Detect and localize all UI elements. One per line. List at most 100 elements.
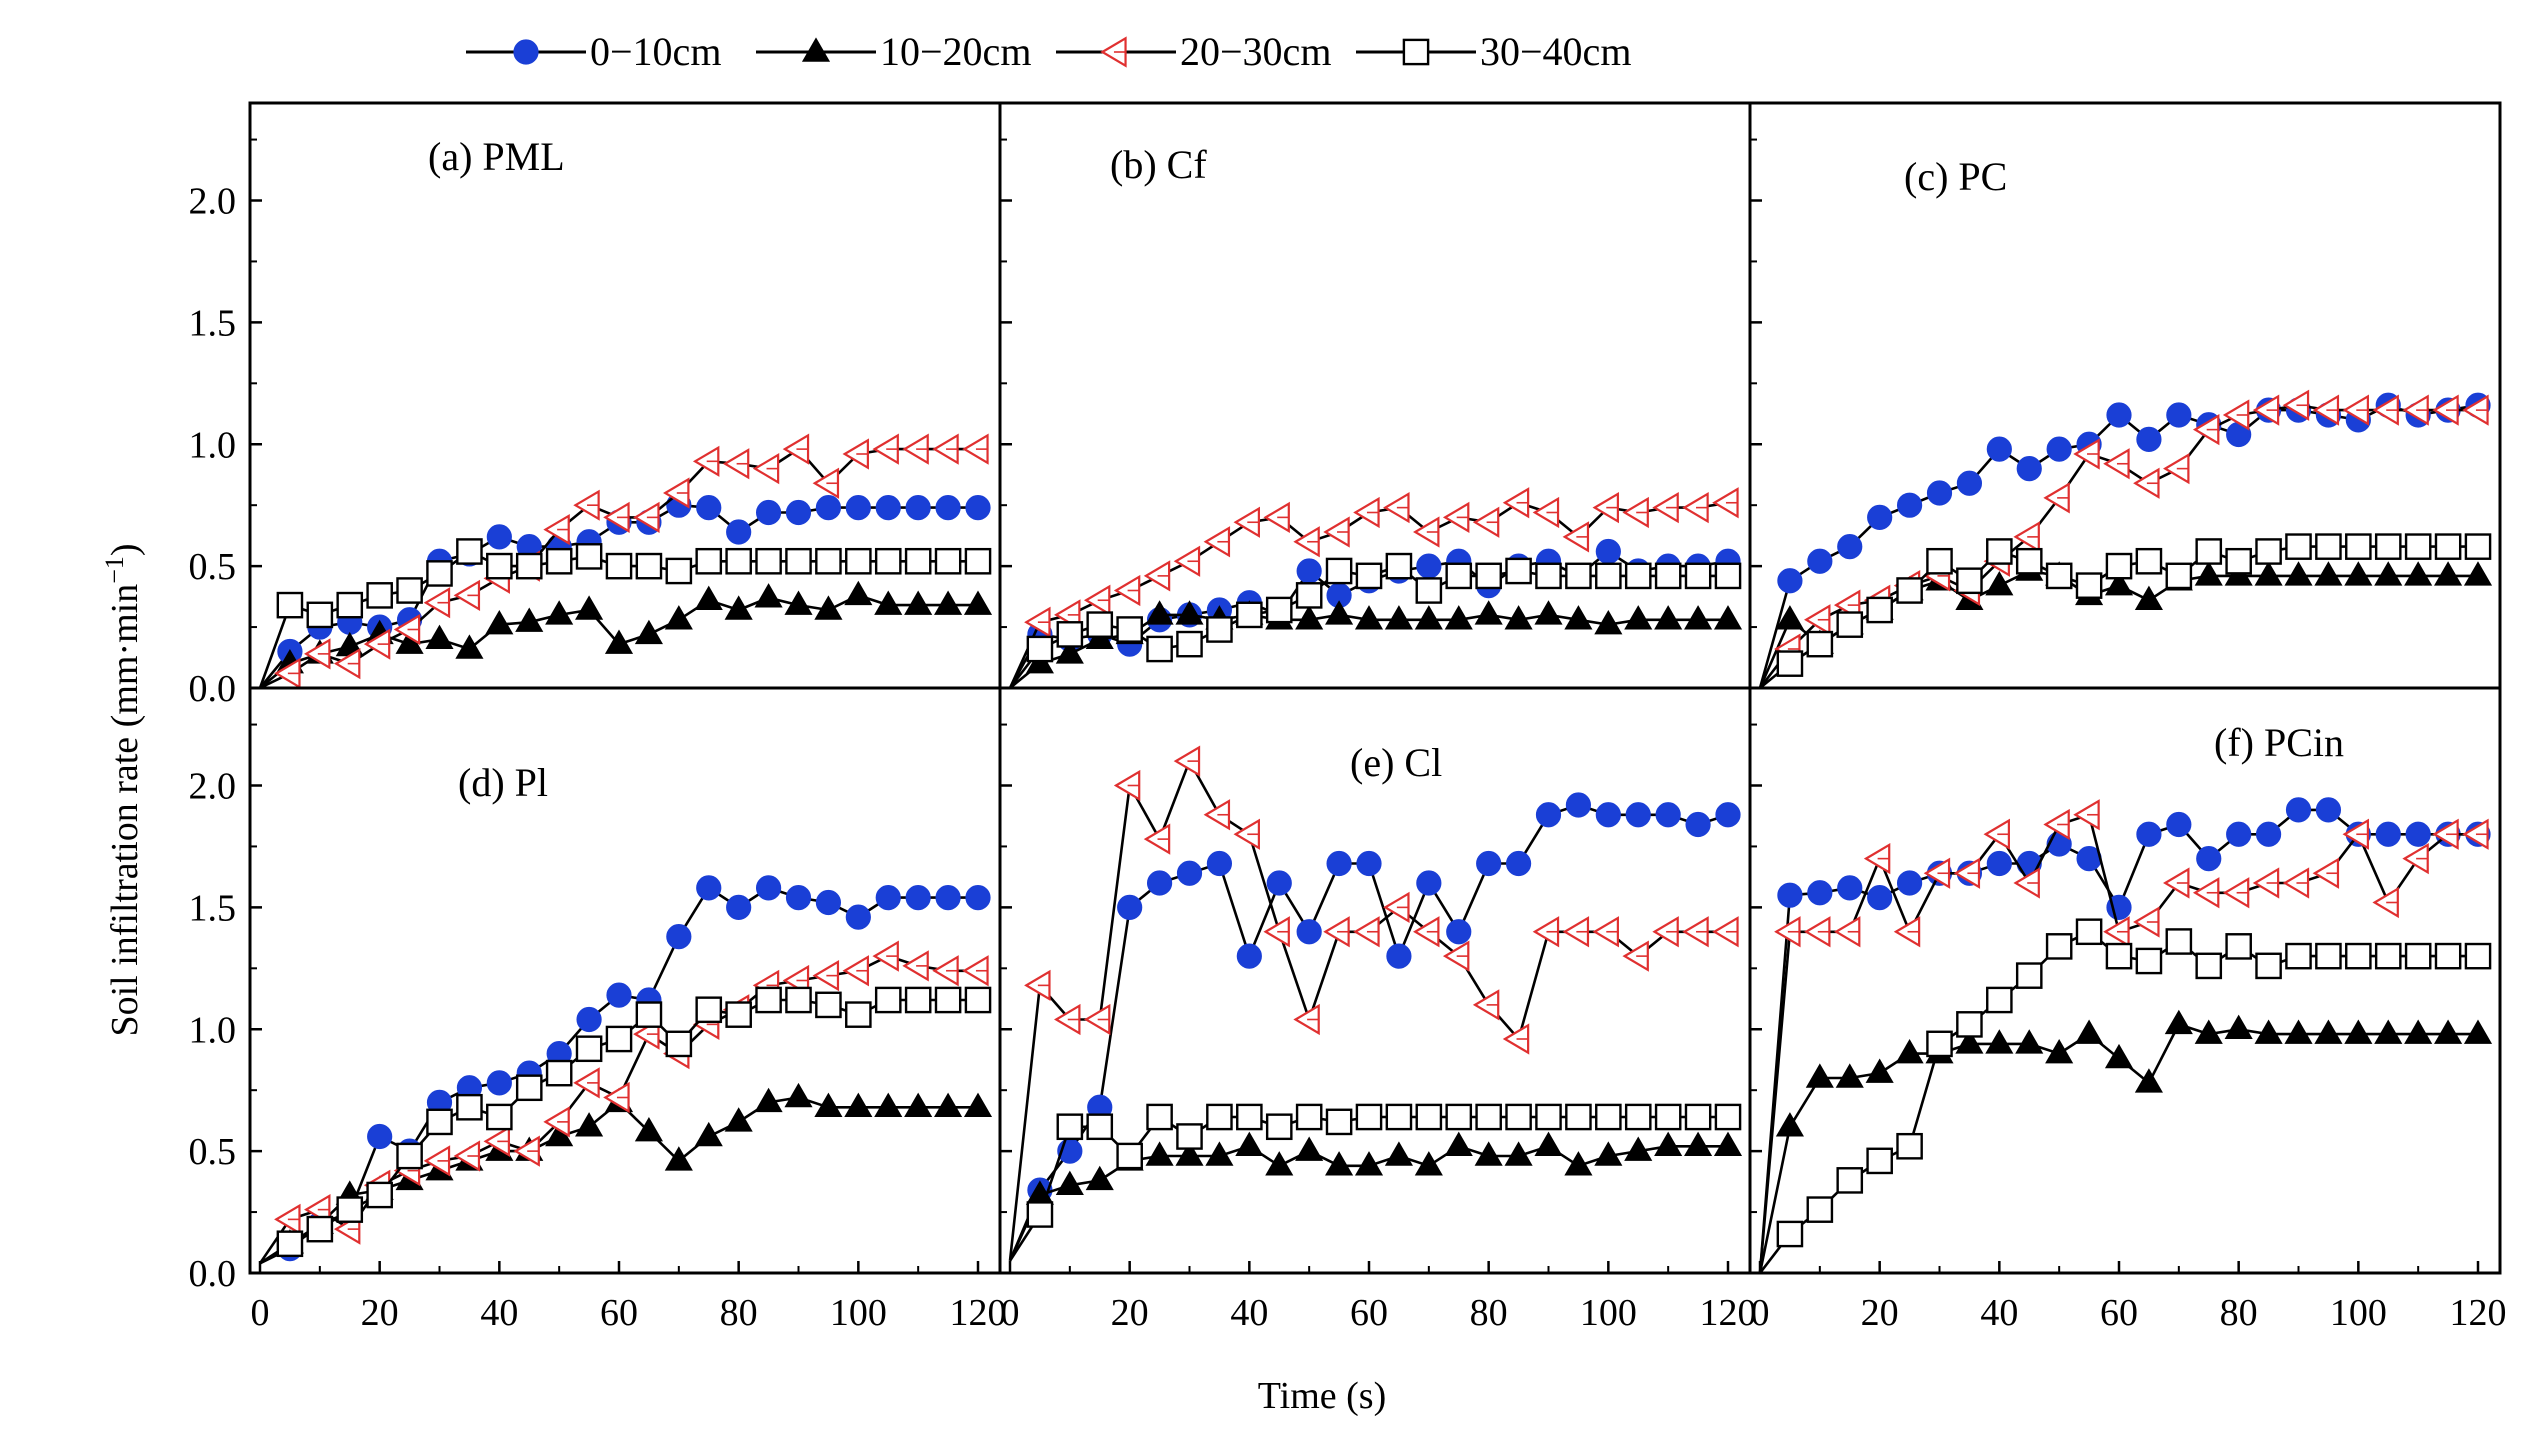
data-point-23 [1682, 492, 1709, 524]
data-point-5 [1145, 600, 1174, 625]
data-point-22 [2404, 561, 2433, 586]
data-point-22 [904, 986, 932, 1014]
data-point-22 [2402, 843, 2429, 875]
data-point-8 [1236, 943, 1262, 969]
data-point-10 [1293, 526, 1320, 558]
data-point-22 [905, 495, 931, 521]
data-point-8 [1983, 818, 2010, 850]
data-point-19 [1564, 605, 1593, 630]
data-point-6 [1175, 600, 1204, 625]
legend-label: 10−20cm [880, 29, 1031, 74]
x-tick-label: 120 [1700, 1292, 1757, 1334]
data-point-14 [664, 605, 693, 630]
data-point-14 [1415, 577, 1443, 604]
data-point-13 [1384, 605, 1413, 630]
data-point-7 [1956, 567, 1983, 595]
data-point-10 [2045, 933, 2073, 960]
data-point-7 [1206, 1103, 1233, 1131]
data-point-17 [755, 499, 782, 526]
data-point-24 [1712, 487, 1739, 519]
data-point-15 [2194, 1019, 2223, 1044]
data-point-10 [543, 1106, 570, 1138]
data-point-8 [1233, 818, 1260, 850]
panel-1: 0.0 0.5 1.0 1.5 2.0 (a) PML [189, 101, 1002, 710]
data-point-5 [1896, 870, 1923, 896]
data-point-17 [2252, 394, 2280, 426]
panel-label: (b) Cf [1110, 142, 1207, 187]
data-point-23 [1682, 916, 1709, 948]
data-point-7 [1205, 1141, 1234, 1166]
data-point-20 [1592, 916, 1619, 948]
data-point-21 [874, 986, 902, 1014]
data-point-16 [726, 519, 752, 545]
series-20−30cm [1758, 799, 2489, 1274]
y-tick-label: 1.0 [189, 1009, 237, 1051]
data-point-9 [2015, 962, 2043, 989]
data-point-17 [1502, 1023, 1530, 1055]
data-point-11 [1323, 916, 1350, 948]
y-tick-label: 1.5 [189, 887, 237, 929]
data-point-18 [2284, 1019, 2313, 1044]
data-point-24 [2464, 942, 2492, 970]
series-line [1008, 759, 1728, 1261]
data-point-19 [2312, 857, 2340, 889]
data-point-11 [575, 595, 604, 620]
data-point-11 [575, 1112, 604, 1137]
data-point-24 [2462, 818, 2489, 850]
data-point-9 [515, 607, 544, 632]
data-point-22 [905, 885, 931, 911]
data-point-2 [1806, 1196, 1834, 1223]
data-point-22 [1654, 1131, 1683, 1156]
data-point-21 [872, 433, 899, 465]
data-point-6 [425, 624, 454, 649]
data-point-3 [333, 648, 361, 680]
data-point-17 [1505, 1103, 1532, 1131]
data-point-20 [1594, 1141, 1623, 1166]
data-point-11 [576, 1006, 602, 1033]
data-point-23 [2432, 394, 2459, 426]
data-point-20 [1595, 538, 1621, 565]
data-point-legend [1402, 38, 1430, 66]
y-axis-title-end: ) [104, 543, 146, 556]
y-tick-label: 0.5 [189, 1131, 237, 1173]
data-point-5 [1143, 560, 1171, 592]
data-point-21 [1624, 1103, 1652, 1131]
data-point-1 [274, 657, 301, 689]
data-point-16 [2226, 821, 2252, 847]
data-point-11 [575, 543, 603, 570]
data-point-14 [2163, 453, 2190, 485]
data-point-1 [276, 1230, 304, 1258]
data-point-3 [336, 1196, 364, 1223]
data-point-20 [2344, 561, 2373, 586]
data-point-14 [2166, 402, 2192, 428]
data-point-23 [935, 885, 961, 911]
series-10−20cm [1008, 1131, 1743, 1262]
data-point-18 [1535, 802, 1562, 828]
data-point-6 [1176, 1123, 1203, 1150]
panel-label: (e) Cl [1350, 740, 1442, 785]
data-point-17 [1504, 605, 1533, 630]
data-point-23 [934, 547, 962, 575]
data-point-16 [726, 894, 752, 920]
data-point-16 [1475, 562, 1502, 590]
legend-label: 0−10cm [590, 29, 721, 74]
panel-5: 0 20 40 60 80 100 120 (e) Cl [998, 686, 1757, 1334]
data-point-8 [486, 1103, 513, 1131]
data-point-15 [694, 585, 723, 610]
data-point-4 [366, 582, 393, 609]
data-point-7 [1956, 470, 1983, 496]
data-point-21 [2372, 886, 2399, 919]
data-point-6 [1176, 860, 1203, 886]
data-point-12 [2106, 402, 2132, 428]
data-point-15 [2192, 414, 2220, 446]
panel-4: 0.0 0.5 1.0 1.5 2.0 0 20 40 60 80 100 120 (d) Pl [189, 686, 1007, 1334]
data-point-10 [1293, 1003, 1320, 1036]
data-point-24 [962, 955, 989, 987]
data-point-24 [2463, 1019, 2493, 1044]
data-point-9 [1265, 1113, 1293, 1141]
data-point-18 [1535, 1103, 1562, 1131]
legend-item-4: 30−40cm [1356, 29, 1631, 74]
data-point-15 [695, 547, 723, 575]
data-point-23 [934, 1092, 963, 1117]
